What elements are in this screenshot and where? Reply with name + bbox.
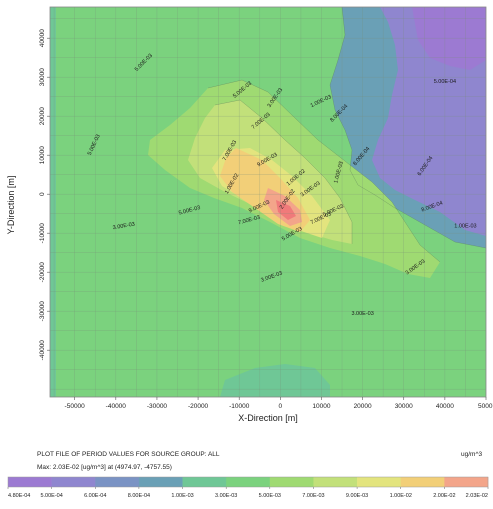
fill-level-4.80E-04 <box>412 7 486 70</box>
x-tick-label: -40000 <box>106 403 127 410</box>
legend-swatch <box>138 477 183 487</box>
contour-label: 5.00E-03 <box>178 205 201 217</box>
y-tick-label: 30000 <box>39 68 46 86</box>
legend-label: 1.00E-03 <box>171 493 193 499</box>
plot-title: PLOT FILE OF PERIOD VALUES FOR SOURCE GR… <box>37 451 220 458</box>
contour-label: 1.00E-03 <box>333 161 345 184</box>
x-tick-label: 10000 <box>312 403 330 410</box>
legend-label: 2.03E-02 <box>466 493 488 499</box>
legend-swatch <box>444 477 489 487</box>
plot-frame <box>49 6 487 398</box>
x-tick-label: 40000 <box>436 403 454 410</box>
legend-swatch <box>269 477 314 487</box>
legend-swatch <box>182 477 227 487</box>
y-tick-label: 10000 <box>39 146 46 164</box>
fill-level-2.03E-02 <box>276 200 296 220</box>
contour-label: 7.00E-03 <box>238 215 261 227</box>
legend-swatch <box>226 477 271 487</box>
x-tick-label: -30000 <box>147 403 168 410</box>
contour-fills <box>50 7 486 397</box>
x-tick-label: 20000 <box>354 403 372 410</box>
y-tick-label: -20000 <box>39 262 46 283</box>
y-tick-label: 20000 <box>39 107 46 125</box>
legend-label: 4.80E-04 <box>8 493 30 499</box>
legend-label: 2.00E-02 <box>433 493 455 499</box>
legend-frame <box>7 476 489 488</box>
y-axis-label: Y-Direction [m] <box>6 176 16 235</box>
x-axis: -50000 -40000 -30000 -20000 -10000 0 10000 2000… <box>65 397 493 410</box>
x-tick-label: -10000 <box>229 403 250 410</box>
max-value-text: Max: 2.03E-02 [ug/m^3] at (4974.97, -475… <box>37 464 172 471</box>
y-tick-label: -30000 <box>39 301 46 322</box>
legend-swatch <box>95 477 140 487</box>
legend-label: 5.00E-03 <box>259 493 281 499</box>
units-label: ug/m^3 <box>461 451 483 458</box>
legend-label: 8.00E-04 <box>128 493 150 499</box>
legend-swatch <box>357 477 402 487</box>
contour-label: 5.00E-04 <box>434 79 456 85</box>
legend-label: 6.00E-04 <box>84 493 106 499</box>
x-tick-label: 30000 <box>395 403 413 410</box>
legend-label: 3.00E-03 <box>215 493 237 499</box>
y-tick-label: 40000 <box>39 29 46 47</box>
grid-lines <box>50 7 486 397</box>
x-tick-label: -20000 <box>188 403 209 410</box>
legend-label: 5.00E-04 <box>40 493 62 499</box>
x-tick-label: 0 <box>279 403 283 410</box>
y-axis: 40000 30000 20000 10000 0 -10000 -20000 -30000 -… <box>39 29 50 361</box>
contour-lines <box>207 7 486 263</box>
x-axis-label: X-Direction [m] <box>238 413 298 423</box>
fill-level-1.00E-03-edge <box>50 7 56 397</box>
color-legend: 4.80E-04 5.00E-04 6.00E-04 8.00E-04 1.00E-03… <box>7 476 489 499</box>
contour-label: 1.00E-03 <box>454 223 476 229</box>
y-tick-label: -40000 <box>39 340 46 361</box>
contour-label: 3.00E-03 <box>351 311 373 317</box>
contour-label: 3.00E-03 <box>112 221 135 231</box>
legend-label: 1.00E-02 <box>390 493 412 499</box>
y-tick-label: 0 <box>39 192 46 196</box>
legend-label: 7.00E-03 <box>302 493 324 499</box>
legend-swatch <box>51 477 96 487</box>
legend-swatch <box>400 477 445 487</box>
y-tick-label: -10000 <box>39 223 46 244</box>
legend-swatch <box>313 477 358 487</box>
x-tick-label: 5000’ <box>478 403 493 410</box>
x-tick-label: -50000 <box>65 403 86 410</box>
legend-label: 9.00E-03 <box>346 493 368 499</box>
legend-swatch <box>8 477 52 487</box>
fill-level-3.00E-03-bottom <box>220 364 330 397</box>
